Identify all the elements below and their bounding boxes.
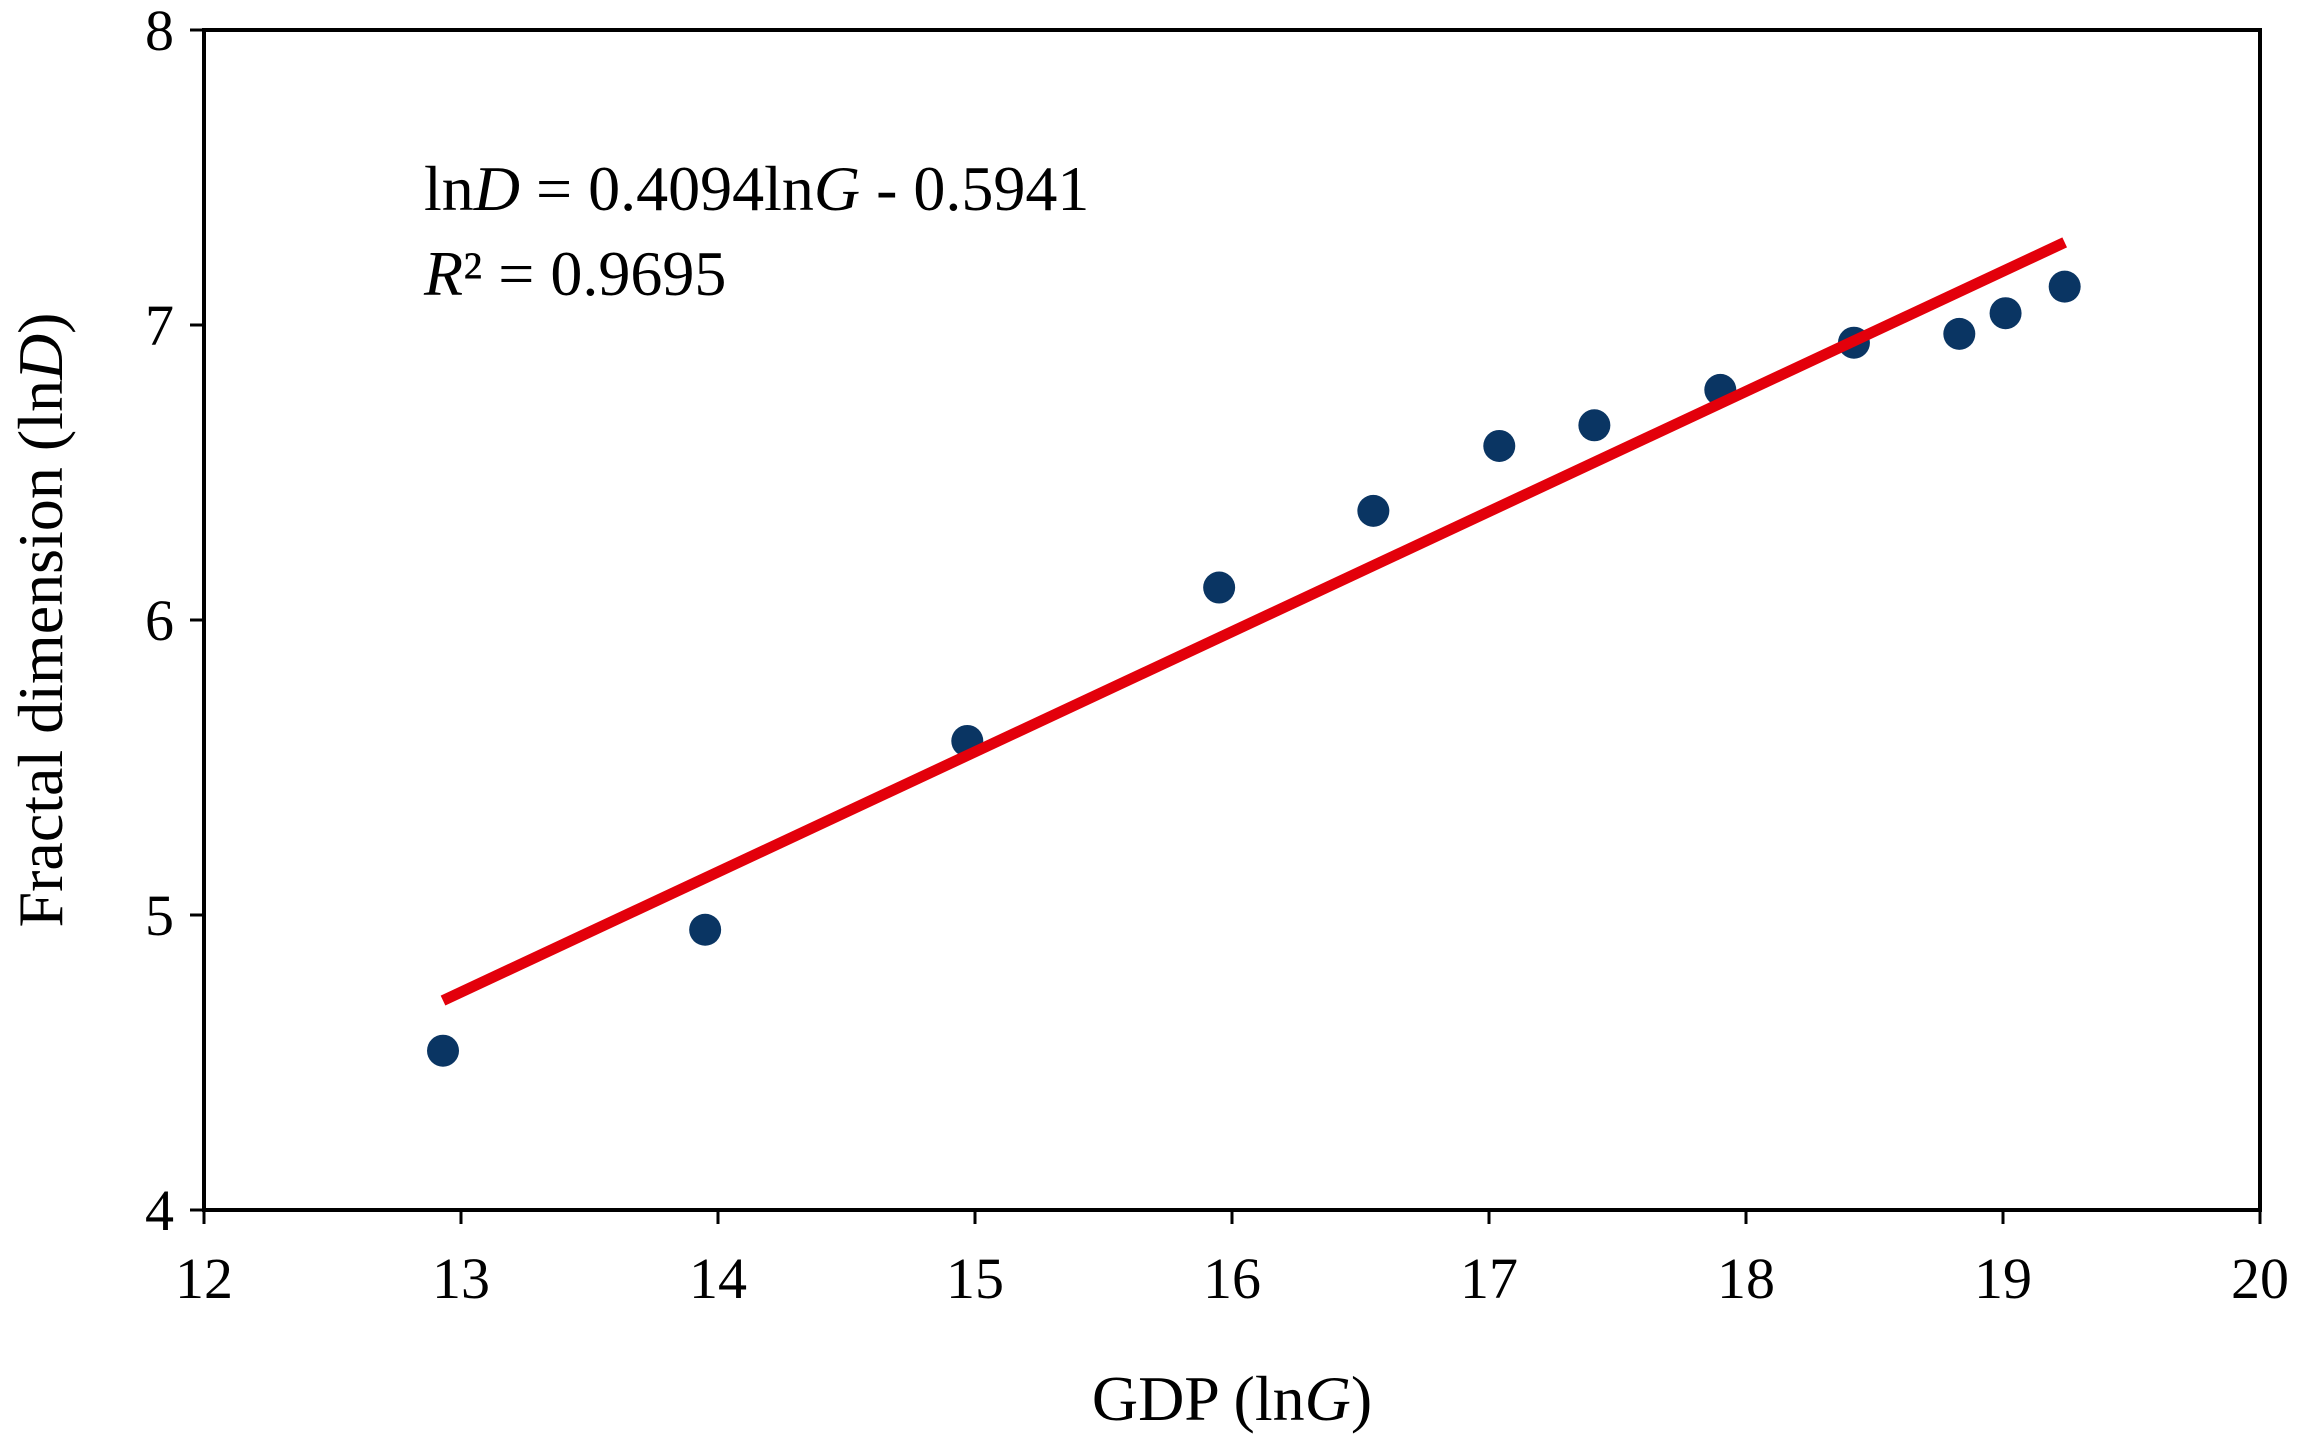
data-point [1357, 494, 1390, 527]
x-tick-label: 20 [2231, 1246, 2289, 1311]
data-point [1989, 297, 2022, 330]
y-tick-label: 4 [145, 1178, 174, 1243]
regression-equation: lnD = 0.4094lnG - 0.5941 [424, 153, 1089, 224]
data-point [1943, 317, 1976, 350]
y-tick-label: 5 [145, 883, 174, 948]
x-axis-title: GDP (lnG) [1092, 1363, 1372, 1434]
data-points [427, 270, 2081, 1067]
x-tick-label: 17 [1460, 1246, 1518, 1311]
data-point [2048, 270, 2081, 303]
data-point [1578, 409, 1611, 442]
r-squared: R² = 0.9695 [423, 238, 726, 309]
x-tick-marks [202, 1210, 2262, 1224]
x-tick-label: 13 [432, 1246, 490, 1311]
y-tick-label: 8 [145, 0, 174, 63]
data-point [689, 913, 722, 946]
x-tick-label: 14 [689, 1246, 747, 1311]
y-tick-label: 7 [145, 293, 174, 358]
y-tick-label: 6 [145, 588, 174, 653]
data-point [1483, 429, 1516, 462]
y-tick-marks [190, 28, 204, 1212]
x-tick-label: 19 [1974, 1246, 2032, 1311]
y-tick-labels: 4 5 6 7 8 [145, 0, 174, 1243]
x-tick-labels: 12 13 14 15 16 17 18 19 20 [175, 1246, 2289, 1311]
x-tick-label: 18 [1717, 1246, 1775, 1311]
y-axis-title: Fractal dimension (lnD) [5, 313, 76, 928]
data-point [1203, 571, 1236, 604]
data-point [427, 1034, 460, 1067]
x-tick-label: 16 [1203, 1246, 1261, 1311]
x-tick-label: 12 [175, 1246, 233, 1311]
trendline [440, 237, 2068, 1006]
x-tick-label: 15 [946, 1246, 1004, 1311]
